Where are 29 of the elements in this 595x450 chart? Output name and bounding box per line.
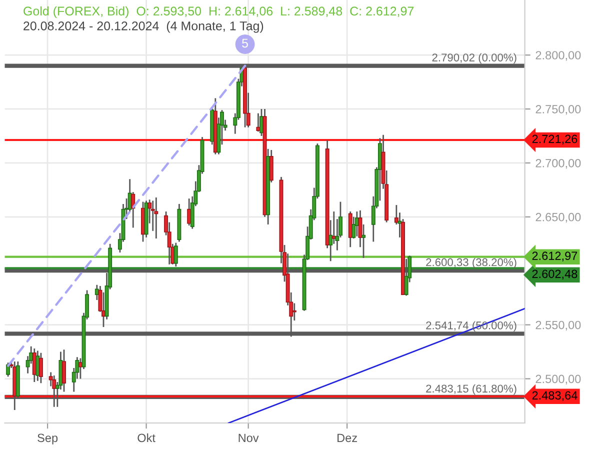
ref-line-label: 2.790,02 (0.00%) xyxy=(432,53,516,64)
x-tick-label: Sep xyxy=(38,434,58,444)
candlestick xyxy=(38,352,43,384)
candlestick xyxy=(62,348,66,392)
ref-line-label: 2.483,15 (61.80%) xyxy=(426,384,516,395)
y-tick-label: 2.550,00 xyxy=(536,320,581,331)
chart-title: Gold (FOREX, Bid) O: 2.593,50 H: 2.614,06 L: 2.589,48 C: 2.612,97 xyxy=(24,6,414,18)
x-tick-label: Nov xyxy=(238,434,259,442)
candlestick xyxy=(36,350,40,382)
ref-line-label: 2.612,97 xyxy=(532,252,578,262)
annotation: 5 xyxy=(242,38,248,48)
x-tick-label: Okt xyxy=(138,433,156,442)
ref-line-label: 2.721,26 xyxy=(532,134,578,145)
y-tick-label: 2.700,00 xyxy=(536,158,581,169)
x-tick-label: Dez xyxy=(338,434,357,442)
y-tick-label: 2.800,00 xyxy=(536,51,581,61)
y-tick-label: 2.500,00 xyxy=(536,374,581,385)
candlestick xyxy=(187,198,192,226)
candlestick xyxy=(256,112,260,132)
ref-line-label: 2.600,33 (38.20%) xyxy=(426,258,516,268)
candlestick xyxy=(362,224,366,259)
candlestick xyxy=(154,196,158,240)
text: 20.08.2024 - 20.12.2024 (4 Monate, 1 Tag) xyxy=(24,21,264,33)
candlestick xyxy=(78,358,82,380)
candlestick xyxy=(174,242,178,268)
y-tick-label: 2.650,00 xyxy=(536,212,581,223)
ref-line-label: 2.602,48 xyxy=(532,270,578,280)
y-tick-label: 2.750,00 xyxy=(536,105,581,115)
ref-line-label: 2.483,64 xyxy=(532,391,578,401)
